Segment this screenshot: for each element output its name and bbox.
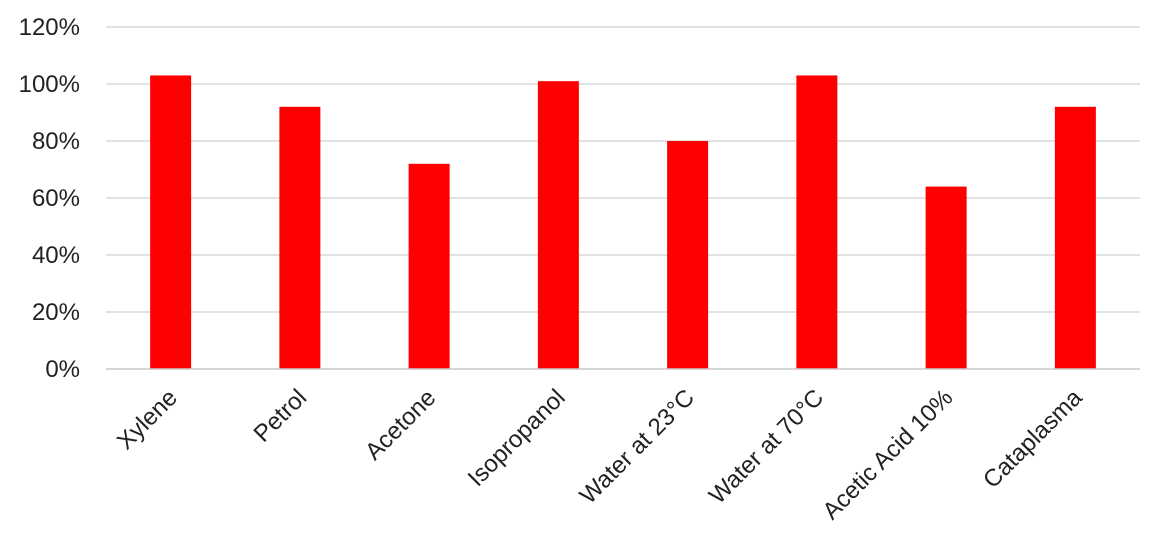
y-tick-label: 60% [32, 185, 80, 212]
x-category-label: Xylene [112, 384, 183, 455]
y-tick-label: 120% [19, 14, 80, 41]
x-category-label: Cataplasma [978, 384, 1088, 494]
bar [408, 163, 450, 369]
bar [279, 106, 321, 370]
bar [150, 75, 192, 369]
bar [1054, 106, 1096, 370]
x-category-label: Water at 23°C [575, 384, 700, 509]
bar [796, 75, 838, 369]
y-axis-tick-labels: 0% 20% 40% 60% 80% 100% 120% [19, 14, 80, 383]
y-tick-label: 100% [19, 71, 80, 98]
y-tick-label: 20% [32, 299, 80, 326]
x-category-label: Isopropanol [463, 384, 571, 492]
x-axis-category-labels: Xylene Petrol Acetone Isopropanol Water at 2… [112, 384, 1088, 525]
bars [150, 75, 1096, 370]
gridlines [106, 26, 1140, 313]
x-category-label: Water at 70°C [704, 384, 829, 509]
y-tick-label: 40% [32, 242, 80, 269]
bar [667, 141, 709, 369]
y-tick-label: 80% [32, 128, 80, 155]
x-category-label: Acetone [360, 384, 441, 465]
bar [925, 186, 967, 369]
x-category-label: Petrol [249, 384, 312, 447]
bar [537, 81, 579, 370]
x-category-label: Acetic Acid 10% [818, 384, 959, 525]
y-tick-label: 0% [45, 356, 80, 383]
